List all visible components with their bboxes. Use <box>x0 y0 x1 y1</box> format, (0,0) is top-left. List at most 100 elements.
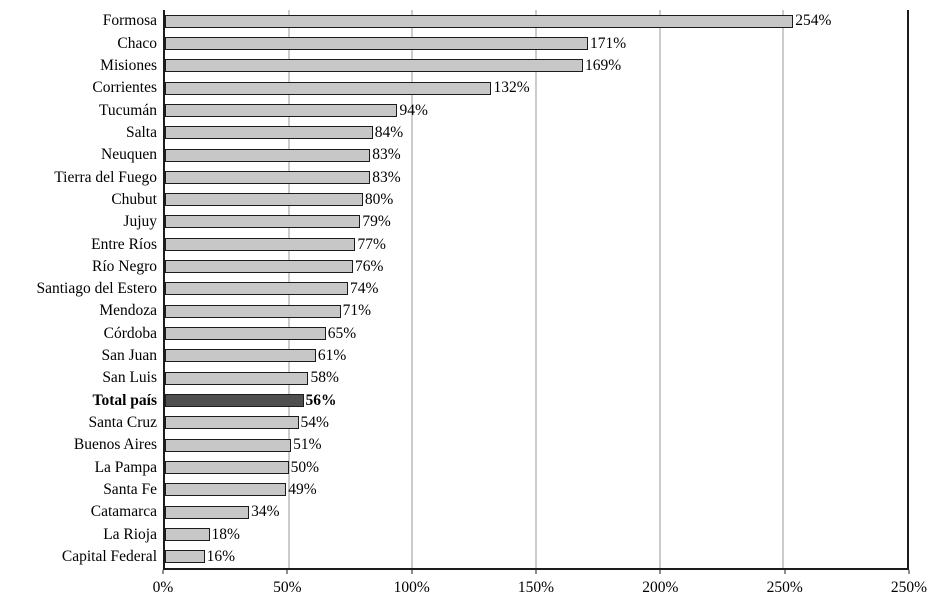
value-label: 34% <box>251 503 280 521</box>
bar <box>165 81 492 95</box>
x-tick-mark <box>535 570 537 574</box>
category-label: Entre Ríos <box>91 235 157 253</box>
gridline <box>411 10 414 568</box>
bar <box>165 260 353 274</box>
value-label: 51% <box>293 436 322 454</box>
bar <box>165 505 250 519</box>
value-label: 80% <box>364 190 394 208</box>
chart-row: Santa Cruz 54% <box>89 412 907 434</box>
gridline <box>658 10 661 568</box>
value-label: 74% <box>350 280 379 298</box>
value-label: 71% <box>342 302 372 320</box>
chart-row: Neuquen 83% <box>101 144 907 166</box>
x-tick-mark <box>411 570 413 574</box>
value-label: 76% <box>354 257 384 275</box>
bar <box>165 416 299 430</box>
x-tick-mark <box>162 570 164 574</box>
category-label: Jujuy <box>123 213 157 231</box>
bar <box>165 14 794 28</box>
bar <box>165 304 341 318</box>
chart-row: San Juan 61% <box>101 345 907 367</box>
bar <box>165 393 304 407</box>
chart-row: Total país 56% <box>93 389 907 411</box>
x-tick-label: 200% <box>642 579 679 596</box>
x-tick-label: 250% <box>766 579 803 596</box>
bar <box>165 327 326 341</box>
bar <box>165 193 363 207</box>
category-label: Mendoza <box>99 302 157 320</box>
category-label: Córdoba <box>103 324 157 342</box>
chart-row: Corrientes 132% <box>92 77 907 99</box>
category-label: Chaco <box>117 34 157 52</box>
chart-row: Córdoba 65% <box>104 322 907 344</box>
category-label: Santiago del Estero <box>36 280 157 298</box>
category-label: Corrientes <box>92 79 157 97</box>
value-label: 54% <box>300 414 329 432</box>
category-label: Misiones <box>100 57 157 75</box>
chart-row: Mendoza 71% <box>99 300 907 322</box>
value-label: 254% <box>795 12 832 30</box>
category-label: Salta <box>126 123 157 141</box>
chart-row: La Rioja 18% <box>103 523 907 545</box>
x-tick-mark <box>908 570 910 574</box>
category-label: Formosa <box>102 12 157 30</box>
x-tick-mark <box>659 570 661 574</box>
bar <box>165 483 287 497</box>
value-label: 16% <box>206 547 235 565</box>
x-tick-label: 0% <box>152 579 174 596</box>
x-tick-mark <box>784 570 786 574</box>
value-label: 56% <box>305 391 337 409</box>
bar <box>165 126 373 140</box>
category-label: La Rioja <box>103 525 157 543</box>
chart-row: Tucumán 94% <box>99 99 907 121</box>
value-label: 169% <box>584 57 622 75</box>
bar <box>165 550 205 564</box>
x-tick-label: 100% <box>393 579 430 596</box>
category-label: Santa Fe <box>103 480 157 498</box>
x-tick-label: 50% <box>273 579 302 596</box>
chart-row: Buenos Aires 51% <box>74 434 907 456</box>
value-label: 61% <box>317 347 347 365</box>
value-label: 50% <box>290 458 320 476</box>
x-axis: 0% 50% 100% 150% 200% 250% 250% <box>153 570 927 606</box>
bar <box>165 527 210 541</box>
category-label: San Luis <box>102 369 157 387</box>
chart-row: Jujuy 79% <box>123 211 907 233</box>
x-tick-label: 250% <box>890 579 928 596</box>
chart-row: Capital Federal 16% <box>62 546 907 568</box>
bar <box>165 215 361 229</box>
value-label: 77% <box>357 235 386 253</box>
category-label: Tierra del Fuego <box>54 168 157 186</box>
value-label: 83% <box>372 168 401 186</box>
chart-row: Salta 84% <box>126 122 907 144</box>
chart-row: Tierra del Fuego 83% <box>54 166 907 188</box>
category-label: Chubut <box>111 190 157 208</box>
chart-row: Formosa 254% <box>103 10 907 32</box>
value-label: 58% <box>310 369 339 387</box>
category-label: Catamarca <box>90 503 157 521</box>
gridline <box>782 10 785 568</box>
category-label: San Juan <box>101 347 157 365</box>
value-label: 132% <box>493 79 530 97</box>
plot-area: Formosa 254% Chaco 171% Misiones 169% Corrient… <box>36 10 909 570</box>
bar <box>165 282 349 296</box>
chart-row: Catamarca 34% <box>91 501 907 523</box>
value-label: 65% <box>327 324 357 342</box>
chart-row: Chubut 80% <box>111 189 907 211</box>
chart-row: San Luis 58% <box>102 367 907 389</box>
bar <box>165 59 583 73</box>
x-tick-mark <box>286 570 288 574</box>
category-label: Buenos Aires <box>73 436 157 454</box>
category-label: La Pampa <box>94 458 157 476</box>
value-label: 18% <box>211 525 240 543</box>
bar <box>165 460 289 474</box>
chart-row: La Pampa 50% <box>95 456 907 478</box>
chart-row: Misiones 169% <box>100 55 907 77</box>
value-label: 79% <box>362 213 391 231</box>
category-label: Total país <box>92 391 157 409</box>
value-label: 49% <box>288 480 317 498</box>
bar <box>165 103 398 117</box>
chart-row: Chaco 171% <box>117 32 907 54</box>
value-label: 171% <box>589 34 627 52</box>
